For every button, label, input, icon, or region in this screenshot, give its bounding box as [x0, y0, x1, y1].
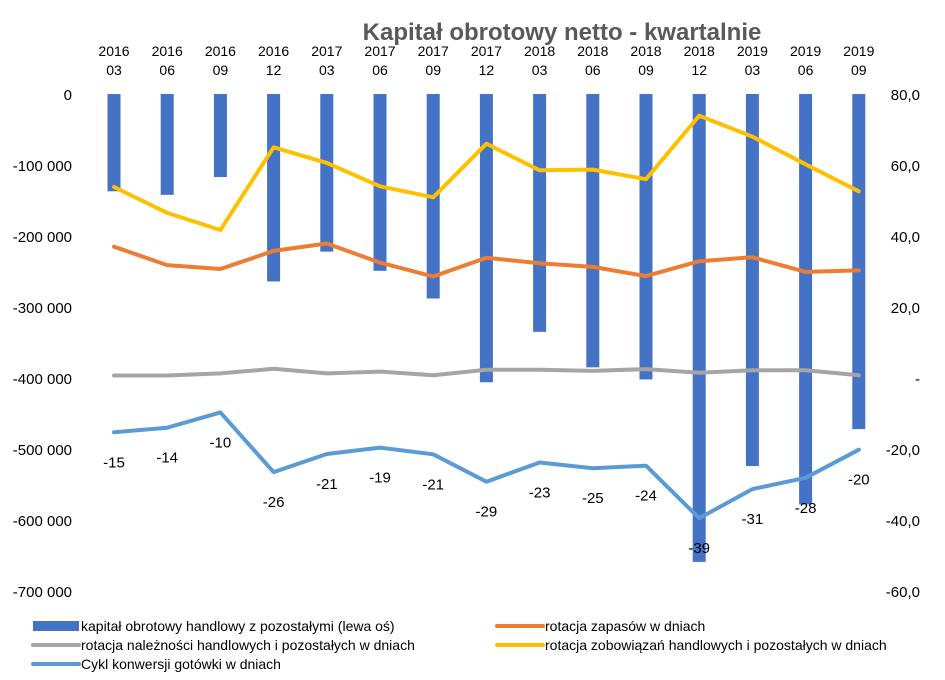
legend-label: rotacja należności handlowych i pozostał…: [81, 637, 415, 653]
bar: [852, 94, 866, 430]
x-tick-label-year: 2017: [364, 43, 395, 59]
data-label: -25: [582, 490, 604, 507]
legend-label: Cykl konwersji gotówki w dniach: [81, 656, 281, 672]
left-axis-tick-label: -400 000: [13, 371, 72, 388]
x-tick-label-year: 2016: [152, 43, 183, 59]
line-series: [112, 410, 861, 521]
right-axis-tick-label: 80,0: [891, 87, 920, 104]
bar: [799, 94, 813, 505]
left-axis-tick-label: -300 000: [13, 300, 72, 317]
right-axis: 80,0 60,0 40,0 20,0 - -20,0 -40,0 -60,0: [886, 87, 920, 601]
legend-swatch: [33, 621, 79, 631]
x-tick-label-year: 2016: [258, 43, 289, 59]
x-tick-label-year: 2018: [577, 43, 608, 59]
bar: [320, 94, 334, 252]
legend-label: rotacja zapasów w dniach: [545, 618, 705, 634]
x-tick-label-month: 06: [159, 62, 175, 78]
left-axis: 0 -100 000 -200 000 -300 000 -400 000 -500 00…: [13, 87, 72, 601]
line-series: [112, 241, 861, 279]
x-tick-label-year: 2018: [684, 43, 715, 59]
bar: [692, 94, 706, 562]
bar: [479, 94, 493, 383]
x-tick-label-month: 06: [585, 62, 601, 78]
data-label: -31: [742, 511, 764, 528]
data-label: -23: [529, 484, 551, 501]
x-tick-label-year: 2019: [737, 43, 768, 59]
right-axis-tick-label: -: [915, 371, 920, 388]
x-tick-label-year: 2019: [843, 43, 874, 59]
bar: [267, 94, 281, 282]
legend: kapitał obrotowy handlowy z pozostałymi …: [31, 618, 887, 672]
data-label: -20: [848, 472, 870, 489]
data-label: -10: [210, 434, 232, 451]
bar: [373, 94, 387, 271]
x-tick-label-month: 03: [745, 62, 761, 78]
bar: [160, 94, 174, 195]
data-label: -24: [635, 488, 657, 505]
chart-title: Kapitał obrotowy netto - kwartalnie: [363, 19, 762, 46]
x-tick-label-month: 12: [479, 62, 495, 78]
right-axis-tick-label: 20,0: [891, 300, 920, 317]
left-axis-tick-label: -200 000: [13, 229, 72, 246]
bar-series-group: [107, 94, 866, 562]
x-tick-label-year: 2017: [418, 43, 449, 59]
data-labels: -15 -14 -10 -26 -21 -19 -21 -29 -23 -25 -24 -39 -31 -…: [103, 434, 869, 557]
line-series: [112, 113, 861, 232]
data-label: -29: [476, 504, 498, 521]
x-tick-label-year: 2017: [471, 43, 502, 59]
x-tick-label-month: 06: [798, 62, 814, 78]
right-axis-tick-label: -60,0: [886, 584, 920, 601]
x-tick-label-month: 09: [638, 62, 654, 78]
left-axis-tick-label: 0: [64, 87, 72, 104]
left-axis-tick-label: -600 000: [13, 513, 72, 530]
x-tick-label-year: 2019: [790, 43, 821, 59]
left-axis-tick-label: -500 000: [13, 442, 72, 459]
x-tick-label-month: 09: [425, 62, 441, 78]
bar: [586, 94, 600, 368]
bar: [745, 94, 759, 467]
right-axis-tick-label: 40,0: [891, 229, 920, 246]
category-labels: 2016 03 2016 06 2016 09 2016 12 2017 03 2017 06 2017…: [98, 43, 874, 78]
x-tick-label-year: 2018: [630, 43, 661, 59]
bar: [107, 94, 121, 192]
bar: [639, 94, 653, 380]
bar: [213, 94, 227, 178]
legend-label: rotacja zobowiązań handlowych i pozostał…: [545, 637, 887, 653]
x-tick-label-month: 09: [213, 62, 229, 78]
left-axis-tick-label: -700 000: [13, 584, 72, 601]
x-tick-label-year: 2016: [205, 43, 236, 59]
data-label: -21: [316, 476, 338, 493]
x-tick-label-year: 2018: [524, 43, 555, 59]
data-label: -21: [422, 476, 444, 493]
x-tick-label-year: 2017: [311, 43, 342, 59]
right-axis-tick-label: -40,0: [886, 513, 920, 530]
x-tick-label-month: 03: [319, 62, 335, 78]
x-tick-label-month: 12: [691, 62, 707, 78]
legend-label: kapitał obrotowy handlowy z pozostałymi …: [81, 618, 395, 634]
right-axis-tick-label: 60,0: [891, 158, 920, 175]
x-tick-label-month: 03: [106, 62, 122, 78]
data-label: -39: [688, 540, 710, 557]
x-tick-label-month: 09: [851, 62, 867, 78]
data-label: -19: [369, 470, 391, 487]
line-series-group: [112, 113, 861, 521]
data-label: -26: [263, 494, 285, 511]
bar: [533, 94, 547, 332]
line-series: [112, 366, 861, 378]
right-axis-tick-label: -20,0: [886, 442, 920, 459]
left-axis-tick-label: -100 000: [13, 158, 72, 175]
x-tick-label-year: 2016: [98, 43, 129, 59]
x-tick-label-month: 03: [532, 62, 548, 78]
x-tick-label-month: 12: [266, 62, 282, 78]
data-label: -15: [103, 454, 125, 471]
x-tick-label-month: 06: [372, 62, 388, 78]
data-label: -28: [795, 500, 817, 517]
data-label: -14: [156, 450, 178, 467]
